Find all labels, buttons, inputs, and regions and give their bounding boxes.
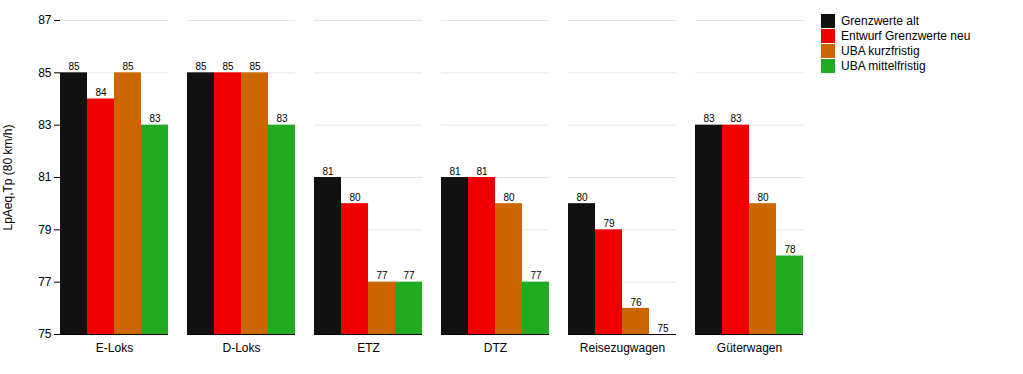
svg-text:80: 80 bbox=[757, 192, 769, 203]
svg-text:80: 80 bbox=[576, 192, 588, 203]
svg-text:LpAeq,Tp (80 km/h): LpAeq,Tp (80 km/h) bbox=[1, 124, 15, 230]
svg-text:D-Loks: D-Loks bbox=[222, 341, 260, 355]
svg-text:78: 78 bbox=[784, 244, 796, 255]
svg-text:77: 77 bbox=[376, 270, 388, 281]
svg-text:DTZ: DTZ bbox=[484, 341, 507, 355]
html-text:UBA mittelfristig: UBA mittelfristig bbox=[841, 59, 926, 73]
html-text:Grenzwerte alt: Grenzwerte alt bbox=[841, 14, 919, 28]
svg-text:85: 85 bbox=[195, 61, 207, 72]
svg-text:75: 75 bbox=[657, 323, 669, 334]
svg-text:76: 76 bbox=[630, 297, 642, 308]
svg-text:Güterwagen: Güterwagen bbox=[717, 341, 782, 355]
svg-text:85: 85 bbox=[68, 61, 80, 72]
svg-text:E-Loks: E-Loks bbox=[96, 341, 133, 355]
svg-text:81: 81 bbox=[476, 166, 488, 177]
svg-text:83: 83 bbox=[276, 113, 288, 124]
svg-text:83: 83 bbox=[38, 118, 52, 132]
svg-text:80: 80 bbox=[503, 192, 515, 203]
svg-text:ETZ: ETZ bbox=[357, 341, 380, 355]
svg-text:81: 81 bbox=[38, 170, 52, 184]
svg-text:85: 85 bbox=[122, 61, 134, 72]
svg-text:84: 84 bbox=[95, 87, 107, 98]
svg-text:83: 83 bbox=[703, 113, 715, 124]
svg-text:85: 85 bbox=[222, 61, 234, 72]
svg-text:77: 77 bbox=[38, 275, 52, 289]
svg-text:81: 81 bbox=[449, 166, 461, 177]
html-text:UBA kurzfristig: UBA kurzfristig bbox=[841, 44, 920, 58]
svg-text:81: 81 bbox=[322, 166, 334, 177]
html-text:Entwurf Grenzwerte neu: Entwurf Grenzwerte neu bbox=[841, 29, 971, 43]
svg-text:75: 75 bbox=[38, 327, 52, 341]
svg-text:83: 83 bbox=[730, 113, 742, 124]
svg-text:83: 83 bbox=[149, 113, 161, 124]
svg-text:87: 87 bbox=[38, 13, 52, 27]
svg-text:80: 80 bbox=[349, 192, 361, 203]
svg-text:85: 85 bbox=[249, 61, 261, 72]
svg-text:77: 77 bbox=[530, 270, 542, 281]
svg-text:Reisezugwagen: Reisezugwagen bbox=[580, 341, 665, 355]
svg-text:79: 79 bbox=[603, 218, 615, 229]
svg-text:77: 77 bbox=[403, 270, 415, 281]
svg-text:79: 79 bbox=[38, 223, 52, 237]
svg-text:85: 85 bbox=[38, 66, 52, 80]
